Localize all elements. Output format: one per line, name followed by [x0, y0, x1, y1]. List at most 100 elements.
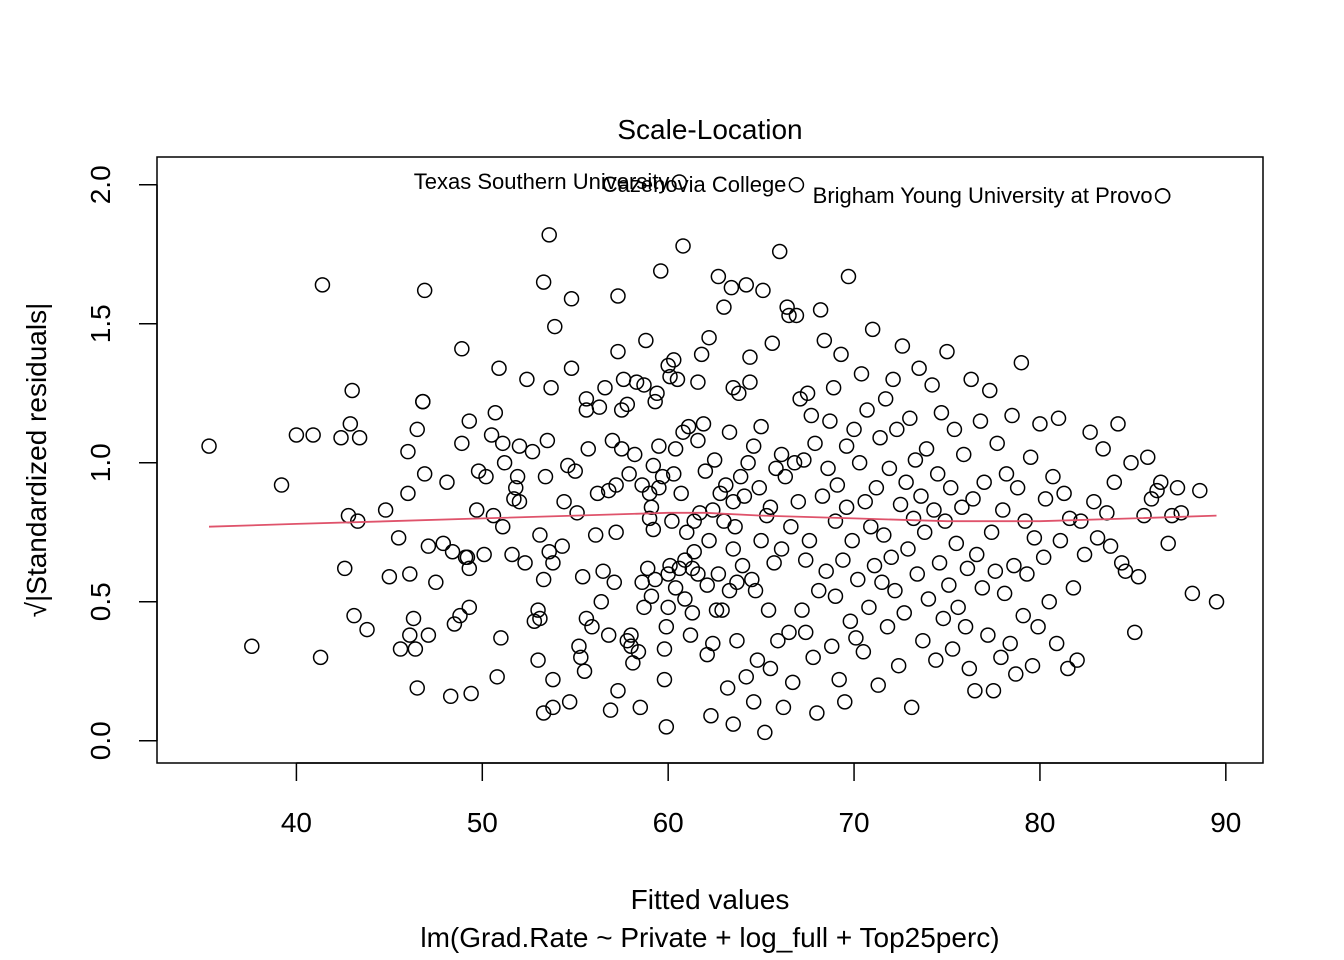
data-point	[1022, 449, 1039, 465]
data-point	[989, 435, 1005, 452]
data-point	[1006, 557, 1022, 574]
data-point	[1095, 441, 1111, 457]
x-tick-label: 60	[653, 807, 684, 838]
data-point	[647, 571, 663, 588]
data-point	[636, 599, 652, 616]
data-point	[903, 699, 920, 716]
data-point	[775, 699, 792, 716]
data-point	[444, 543, 461, 560]
data-point	[807, 435, 823, 452]
data-point	[695, 416, 712, 432]
data-point	[764, 335, 781, 351]
point-label: Brigham Young University at Provo	[813, 183, 1153, 208]
data-point	[1056, 485, 1072, 502]
data-point	[712, 485, 728, 502]
data-point	[697, 463, 714, 479]
data-point	[392, 641, 409, 657]
data-point	[790, 493, 807, 510]
data-point	[1082, 424, 1098, 440]
data-point	[273, 477, 290, 493]
data-point	[963, 371, 979, 388]
data-point	[993, 649, 1009, 666]
data-point	[400, 485, 416, 502]
data-point	[742, 349, 758, 365]
scatter-points	[201, 174, 1225, 741]
data-point	[699, 577, 715, 593]
data-point	[980, 627, 996, 643]
data-point	[723, 279, 740, 296]
data-point	[461, 599, 478, 616]
data-point	[876, 527, 892, 543]
data-point	[892, 496, 909, 513]
data-point	[1015, 607, 1031, 624]
data-point	[716, 299, 732, 315]
data-point	[797, 624, 814, 641]
data-point	[673, 485, 689, 502]
data-point	[589, 485, 606, 502]
data-point	[442, 688, 459, 705]
data-point	[416, 282, 433, 299]
data-point	[959, 560, 976, 577]
data-point	[864, 321, 881, 338]
data-point	[755, 282, 771, 299]
data-point	[602, 702, 619, 718]
data-point	[1045, 468, 1061, 485]
data-point	[669, 371, 686, 388]
data-point	[693, 346, 710, 363]
data-point	[504, 546, 520, 563]
data-point	[820, 460, 836, 477]
data-point	[628, 374, 645, 390]
data-point	[824, 638, 840, 654]
data-point	[608, 524, 624, 541]
data-point	[686, 543, 702, 560]
data-point	[613, 402, 630, 418]
data-point	[547, 318, 563, 335]
data-point	[725, 541, 741, 557]
data-point	[885, 371, 901, 388]
data-point	[636, 377, 652, 393]
data-point	[1164, 507, 1180, 524]
data-point	[563, 291, 580, 307]
data-point	[305, 427, 321, 443]
data-point	[837, 694, 853, 710]
data-point	[814, 488, 831, 504]
data-point	[1041, 594, 1057, 610]
data-point	[593, 594, 610, 610]
data-point	[671, 560, 688, 577]
data-point	[508, 480, 524, 496]
data-point	[619, 396, 636, 413]
data-point	[578, 610, 595, 627]
data-point	[734, 557, 751, 574]
chart-title: Scale-Location	[617, 114, 802, 145]
data-point	[818, 563, 834, 579]
data-point	[660, 599, 676, 616]
smoother-line	[208, 511, 1217, 528]
x-tick-label: 80	[1024, 807, 1055, 838]
data-point	[703, 707, 719, 724]
data-point	[666, 466, 682, 482]
data-point	[955, 446, 972, 463]
data-point	[1024, 657, 1041, 674]
data-point	[840, 268, 857, 285]
data-point	[1143, 491, 1160, 507]
data-point	[597, 379, 613, 396]
data-point	[995, 502, 1011, 518]
data-point	[1019, 566, 1035, 582]
data-point	[1052, 532, 1069, 549]
data-point	[459, 549, 476, 566]
y-tick-label: 0.5	[85, 582, 116, 621]
data-point	[610, 343, 626, 360]
data-point	[543, 379, 559, 396]
data-point	[1173, 505, 1189, 521]
data-point	[872, 430, 888, 446]
data-point	[630, 644, 647, 660]
data-point	[1060, 660, 1076, 677]
data-point	[244, 638, 260, 654]
data-point	[1184, 585, 1201, 602]
data-point	[727, 518, 743, 535]
data-point	[745, 694, 762, 710]
data-point	[996, 585, 1013, 602]
data-point	[896, 605, 912, 621]
data-point	[749, 652, 766, 668]
data-point	[1061, 510, 1078, 527]
